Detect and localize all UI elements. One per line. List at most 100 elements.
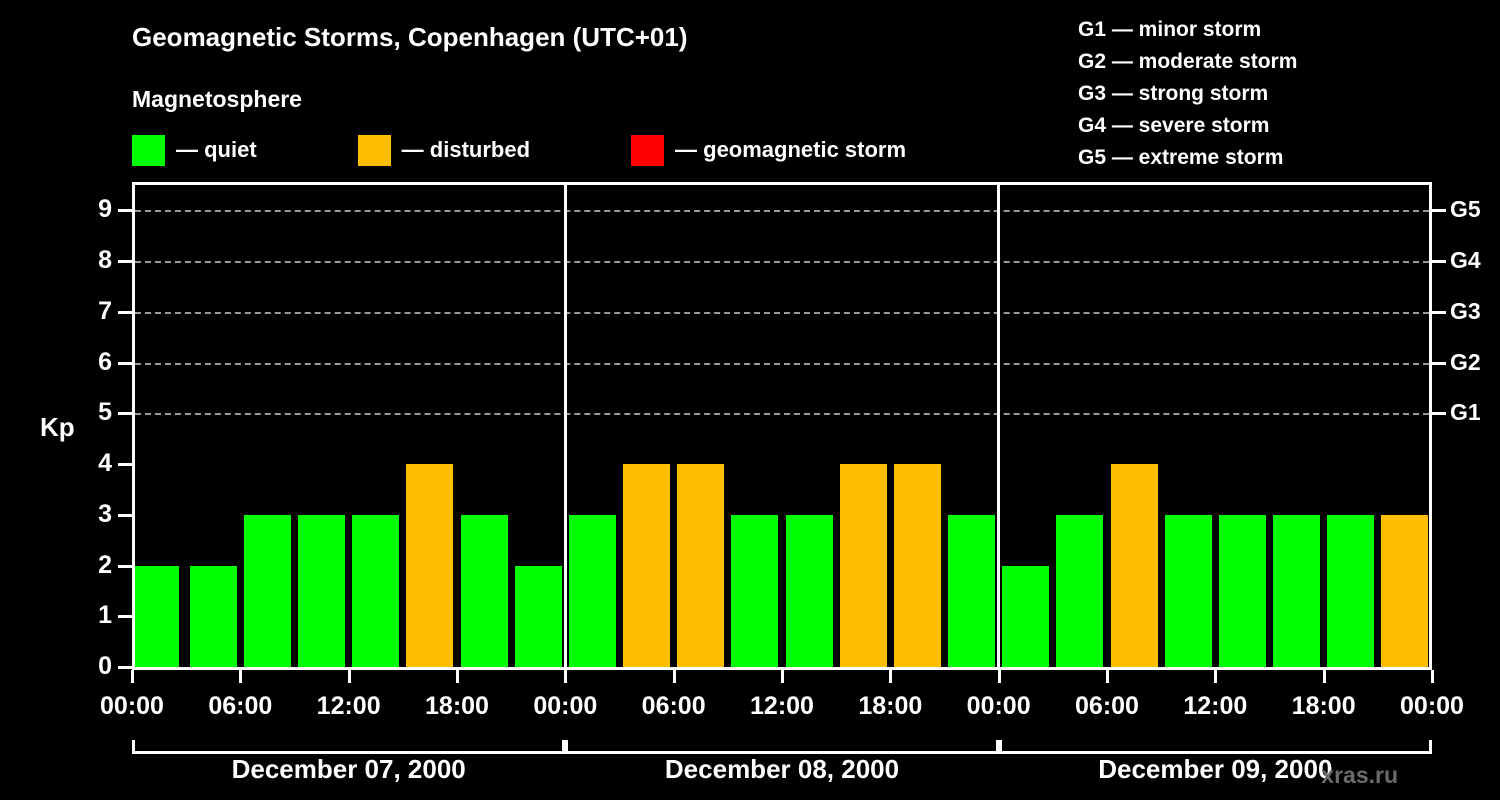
g-tick-mark-G2 bbox=[1432, 361, 1446, 365]
x-tick-mark-5 bbox=[672, 670, 676, 683]
x-tick-label-0: 00:00 bbox=[100, 692, 164, 720]
day-separator-2 bbox=[997, 185, 1001, 667]
day-label-2: December 08, 2000 bbox=[664, 754, 900, 784]
bar bbox=[406, 464, 454, 667]
gridline-kp-6 bbox=[135, 362, 1429, 365]
y-tick-label-9: 9 bbox=[98, 195, 112, 224]
bar bbox=[948, 514, 996, 667]
y-tick-label-1: 1 bbox=[98, 601, 112, 630]
gridline-kp-9 bbox=[135, 210, 1429, 213]
bar bbox=[1218, 514, 1266, 667]
g-scale-row-g3: G3 — strong storm bbox=[1078, 82, 1269, 105]
watermark: xras.ru bbox=[1321, 762, 1398, 788]
legend-label-quiet: — quiet bbox=[176, 137, 257, 162]
bar bbox=[460, 514, 508, 667]
bar bbox=[1327, 514, 1375, 667]
g-tick-mark-G4 bbox=[1432, 260, 1446, 264]
g-tick-label-G5: G5 bbox=[1450, 196, 1481, 223]
bar bbox=[243, 514, 291, 667]
x-tick-label-12: 00:00 bbox=[1400, 692, 1464, 720]
y-tick-mark-2 bbox=[118, 564, 132, 568]
chart-subtitle: Magnetosphere bbox=[132, 86, 302, 112]
day-label-1: December 07, 2000 bbox=[231, 754, 466, 784]
page-title: Geomagnetic Storms, Copenhagen (UTC+01) bbox=[132, 22, 688, 52]
bar bbox=[1273, 514, 1321, 667]
red-square-swatch-icon bbox=[631, 134, 665, 166]
y-tick-mark-7 bbox=[118, 310, 132, 314]
x-tick-mark-4 bbox=[564, 670, 568, 683]
g-tick-mark-G1 bbox=[1432, 412, 1446, 416]
x-tick-mark-1 bbox=[239, 670, 243, 683]
x-tick-mark-11 bbox=[1322, 670, 1326, 683]
bar bbox=[352, 514, 400, 667]
x-tick-label-7: 18:00 bbox=[858, 692, 923, 720]
day-bracket-3 bbox=[998, 740, 1432, 754]
x-tick-mark-9 bbox=[1106, 670, 1109, 683]
x-tick-label-9: 06:00 bbox=[1075, 692, 1139, 720]
green-square-swatch-icon bbox=[132, 134, 165, 166]
bar bbox=[189, 565, 237, 667]
gridline-kp-7 bbox=[135, 311, 1429, 314]
bar bbox=[1056, 514, 1104, 667]
y-tick-mark-6 bbox=[118, 361, 132, 365]
bar bbox=[623, 464, 671, 667]
y-tick-mark-5 bbox=[118, 412, 132, 416]
x-tick-label-3: 18:00 bbox=[425, 692, 489, 720]
g-tick-label-G1: G1 bbox=[1450, 399, 1481, 426]
legend-item-quiet: — quiet bbox=[132, 134, 257, 166]
bar bbox=[1164, 514, 1212, 667]
x-tick-label-1: 06:00 bbox=[208, 692, 273, 720]
y-tick-label-3: 3 bbox=[98, 499, 112, 528]
x-tick-mark-0 bbox=[131, 670, 134, 683]
x-tick-label-5: 06:00 bbox=[641, 692, 706, 720]
g-tick-label-G4: G4 bbox=[1450, 247, 1481, 274]
y-axis-title: Kp bbox=[40, 412, 75, 442]
bar bbox=[298, 514, 346, 667]
y-tick-label-6: 6 bbox=[98, 347, 112, 376]
x-tick-mark-7 bbox=[889, 670, 893, 683]
legend-item-disturbed: — disturbed bbox=[357, 134, 530, 166]
g-tick-mark-G3 bbox=[1432, 310, 1446, 314]
bar bbox=[893, 464, 941, 667]
day-bracket-1 bbox=[132, 740, 566, 754]
color-legend: — quiet — disturbed — geomagnetic storm bbox=[132, 134, 906, 166]
day-label-3: December 09, 2000 bbox=[1098, 754, 1333, 784]
plot-area bbox=[132, 182, 1432, 670]
y-tick-label-7: 7 bbox=[98, 296, 112, 325]
x-tick-mark-6 bbox=[781, 670, 784, 683]
bar bbox=[1002, 565, 1050, 667]
bar bbox=[731, 514, 779, 667]
g-scale-row-g5: G5 — extreme storm bbox=[1078, 146, 1284, 169]
x-tick-mark-12 bbox=[1431, 670, 1434, 683]
x-tick-label-2: 12:00 bbox=[316, 692, 381, 720]
g-tick-mark-G5 bbox=[1432, 209, 1446, 213]
x-tick-label-4: 00:00 bbox=[533, 692, 598, 720]
y-tick-mark-9 bbox=[118, 209, 132, 213]
y-tick-mark-1 bbox=[118, 615, 132, 619]
y-tick-label-5: 5 bbox=[98, 398, 112, 427]
y-tick-label-4: 4 bbox=[98, 449, 112, 478]
x-tick-label-11: 18:00 bbox=[1291, 692, 1356, 720]
bar bbox=[1110, 464, 1158, 667]
day-bracket-2 bbox=[565, 740, 999, 754]
y-tick-label-0: 0 bbox=[98, 652, 112, 680]
g-scale-row-g4: G4 — severe storm bbox=[1078, 114, 1270, 137]
x-tick-label-8: 00:00 bbox=[966, 692, 1031, 720]
x-tick-label-10: 12:00 bbox=[1183, 692, 1248, 720]
day-separator-1 bbox=[563, 185, 567, 667]
bar bbox=[1381, 514, 1429, 667]
gridline-kp-5 bbox=[135, 413, 1429, 416]
bar bbox=[677, 464, 725, 667]
y-tick-mark-8 bbox=[118, 260, 132, 264]
y-tick-mark-3 bbox=[118, 513, 132, 517]
y-tick-label-8: 8 bbox=[98, 246, 112, 275]
x-tick-mark-10 bbox=[1214, 670, 1218, 683]
legend-item-storm: — geomagnetic storm bbox=[631, 134, 907, 166]
x-tick-mark-8 bbox=[997, 670, 1001, 683]
g-scale-row-g2: G2 — moderate storm bbox=[1078, 50, 1298, 73]
g-scale-legend: G1 — minor storm G2 — moderate storm G3 … bbox=[1078, 14, 1297, 174]
g-scale-row-g1: G1 — minor storm bbox=[1078, 18, 1262, 41]
bar bbox=[514, 565, 562, 667]
legend-label-storm: — geomagnetic storm bbox=[675, 137, 907, 162]
y-tick-label-2: 2 bbox=[98, 550, 112, 579]
